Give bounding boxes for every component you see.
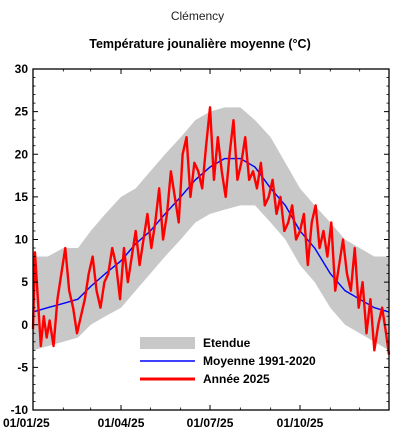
legend-label: Etendue: [203, 336, 251, 350]
axes: -10 -5 0 5 10 15 20 25 30 01/01/25 01/04/25 01/07/2…: [3, 62, 389, 430]
legend: Etendue Moyenne 1991-2020 Année 2025: [140, 336, 316, 386]
x-tick-label: 01/04/25: [98, 416, 145, 430]
y-tick-label: 30: [15, 62, 29, 76]
chart-title: Température jounalière moyenne (°C): [89, 37, 310, 51]
series-line-moyenne: [32, 157, 390, 313]
y-tick-label: 15: [15, 190, 29, 204]
y-tick-label: -5: [17, 360, 28, 374]
legend-label: Année 2025: [203, 372, 270, 386]
x-tick-label: 01/07/25: [187, 416, 234, 430]
legend-label: Moyenne 1991-2020: [203, 354, 316, 368]
legend-swatch-etendue: [140, 337, 195, 349]
series-line-annee-2025: [31, 106, 391, 355]
plot-area: [31, 106, 391, 355]
y-tick-label: -10: [11, 403, 29, 417]
y-tick-label: 0: [21, 318, 28, 332]
y-tick-label: 20: [15, 147, 29, 161]
y-tick-label: 10: [15, 233, 29, 247]
page-title: Clémency: [170, 9, 225, 23]
x-tick-label: 01/10/25: [277, 416, 324, 430]
etendue-range-area: [33, 107, 389, 351]
y-tick-label: 25: [15, 105, 29, 119]
x-tick-label: 01/01/25: [3, 416, 50, 430]
y-tick-label: 5: [21, 275, 28, 289]
